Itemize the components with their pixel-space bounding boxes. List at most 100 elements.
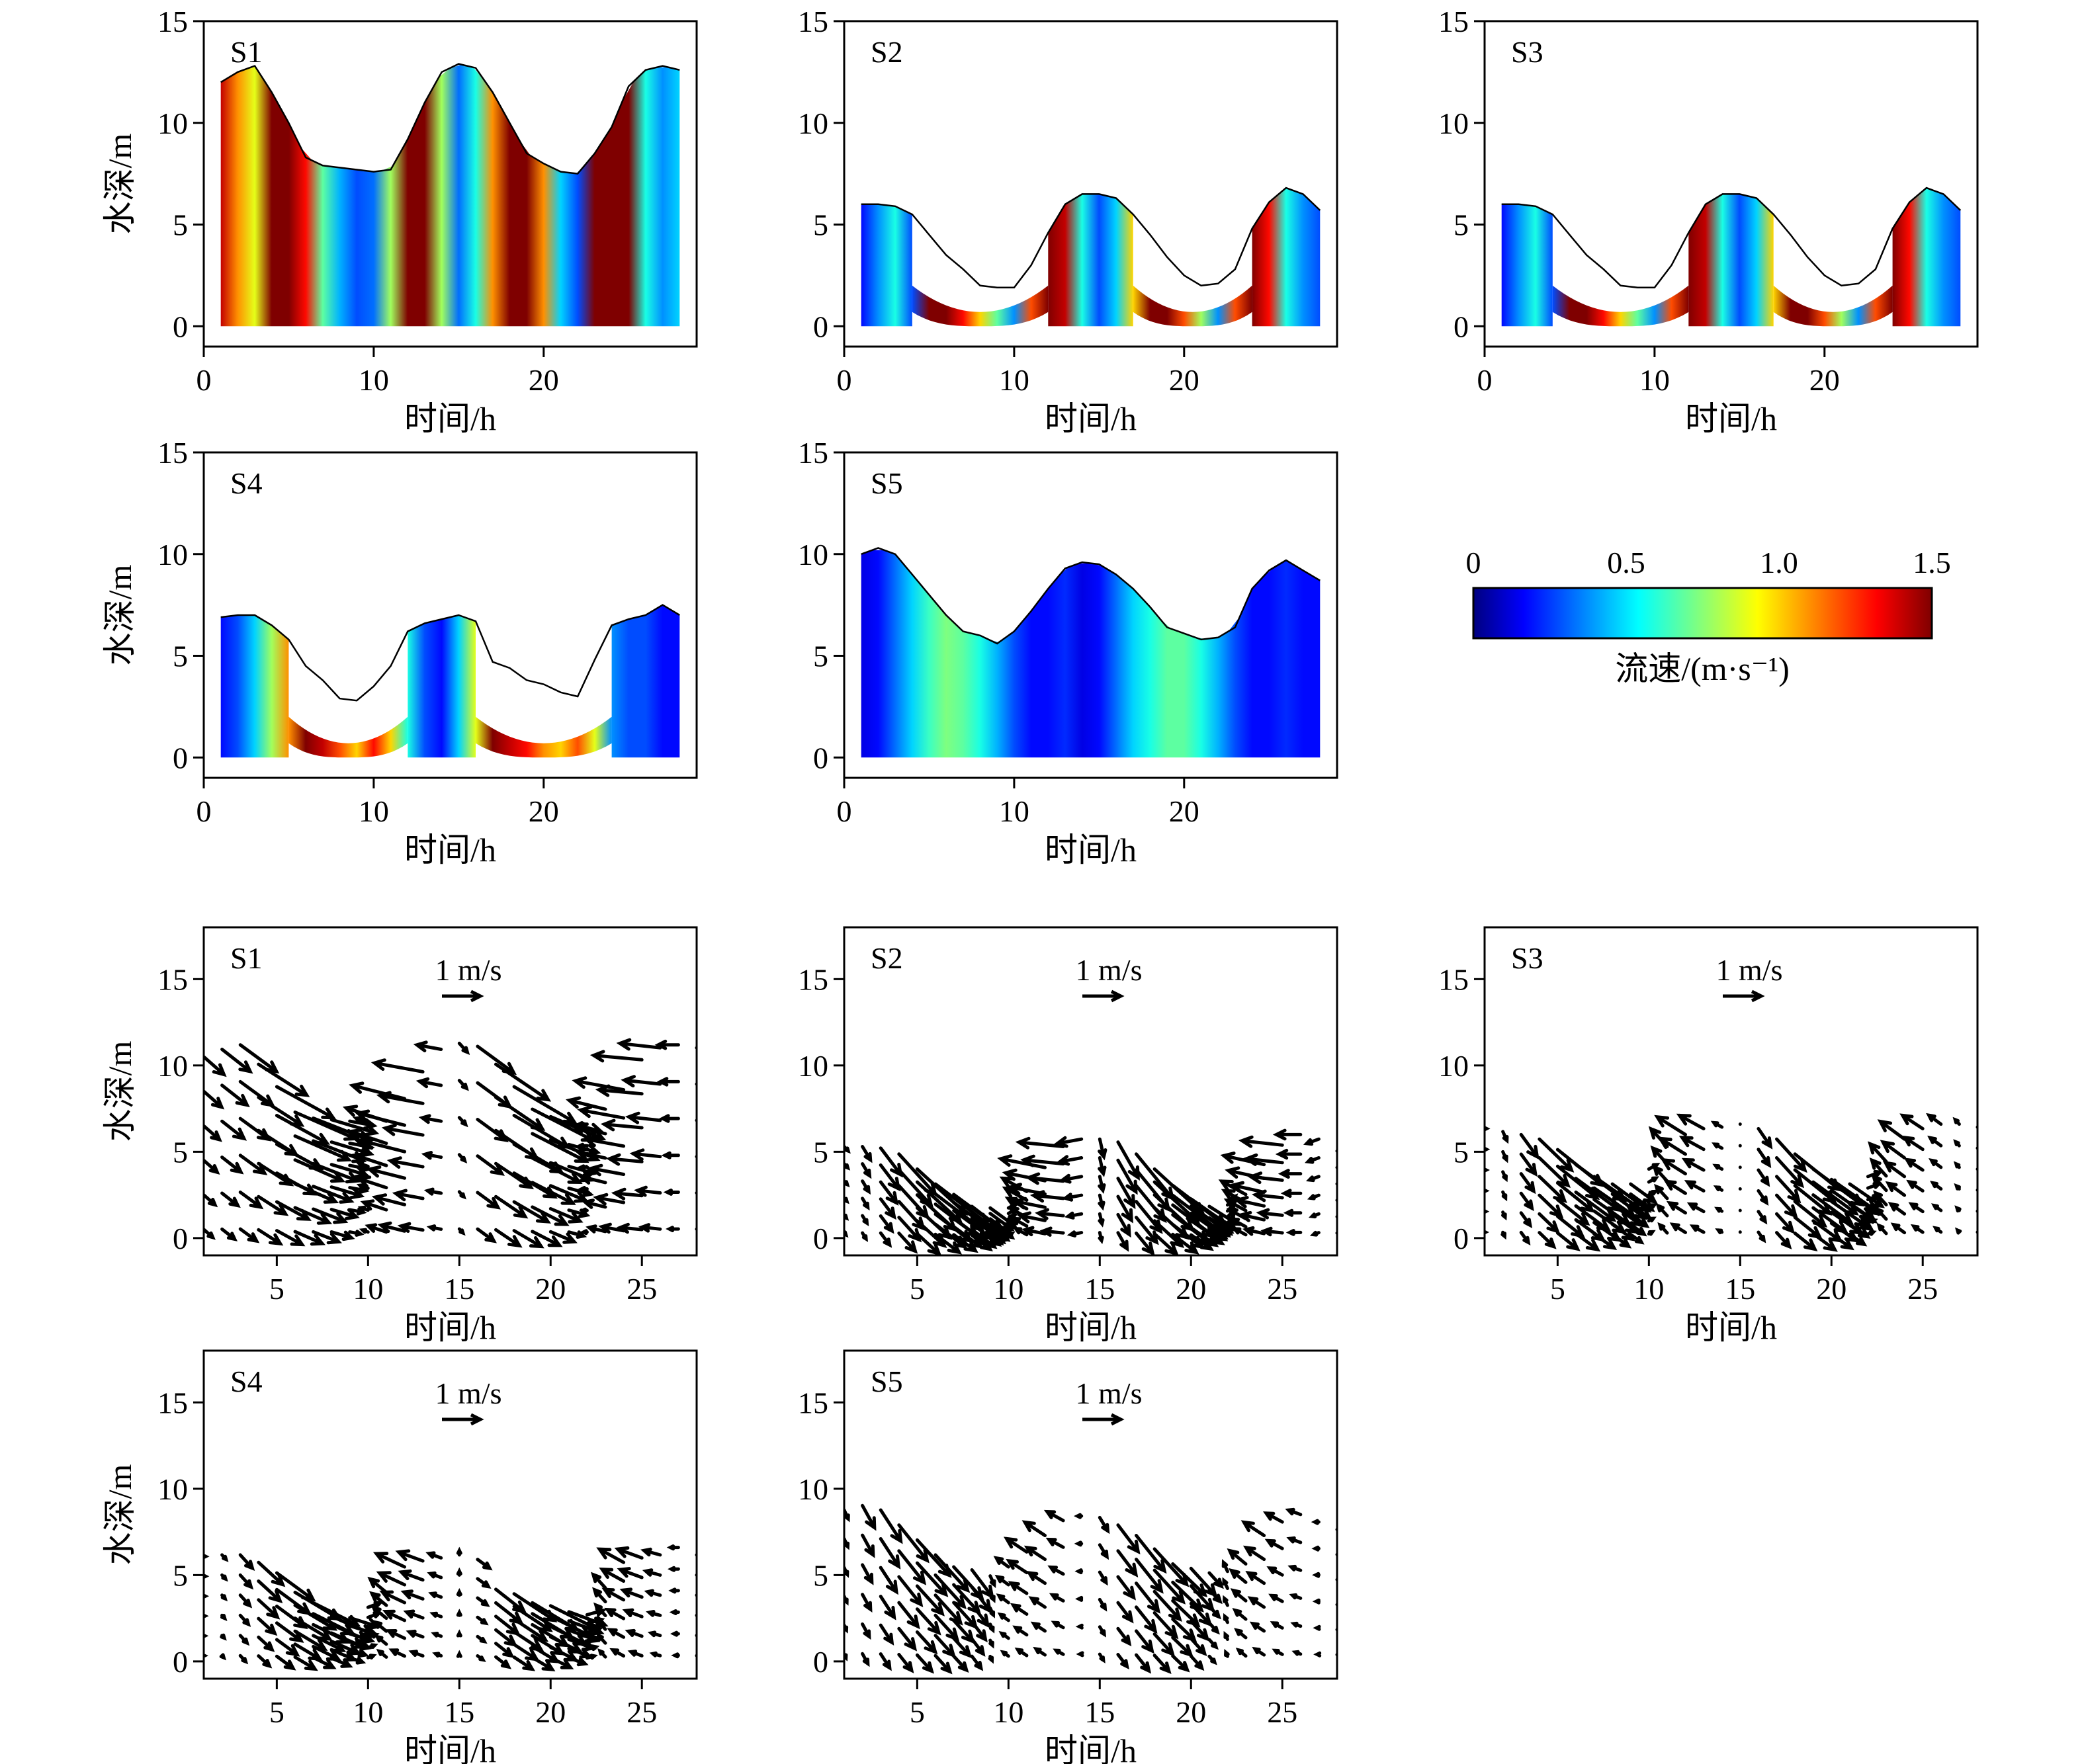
velocity-arrow — [457, 1227, 466, 1236]
velocity-arrow — [1629, 1182, 1658, 1204]
colorbar-tick-2: 1.0 — [1760, 546, 1798, 579]
plot-area — [220, 604, 680, 758]
y-tick-label: 10 — [157, 538, 188, 571]
velocity-arrow — [356, 1183, 370, 1190]
velocity-arrow — [1885, 1181, 1907, 1197]
velocity-arrow — [1061, 1193, 1084, 1202]
velocity-arrow — [1189, 1619, 1210, 1642]
x-tick-label: 10 — [1639, 363, 1670, 397]
velocity-arrow — [238, 1227, 260, 1243]
x-axis-label: 时间/h — [1045, 1732, 1137, 1764]
x-tick-label: 20 — [535, 1272, 566, 1306]
y-tick-label: 15 — [798, 962, 828, 996]
velocity-arrow — [998, 1631, 1010, 1640]
velocity-arrow — [1074, 1540, 1084, 1547]
velocity-arrow — [1043, 1509, 1065, 1523]
velocity-arrow — [1207, 1654, 1217, 1665]
x-tick-label: 10 — [353, 1272, 383, 1306]
velocity-arrow — [668, 1566, 680, 1572]
colorbar-tick-1: 0.5 — [1607, 546, 1645, 579]
velocity-arrow — [531, 1181, 576, 1205]
velocity-arrow — [1654, 1114, 1687, 1136]
velocity-arrow — [634, 1185, 662, 1197]
y-tick-label: 10 — [157, 1049, 188, 1083]
x-tick-label: 5 — [910, 1272, 925, 1306]
velocity-arrow — [392, 1189, 425, 1202]
velocity-arrow — [220, 1048, 253, 1074]
velocity-arrow — [601, 1587, 626, 1602]
velocity-arrow — [1519, 1172, 1536, 1195]
velocity-arrow — [1555, 1214, 1586, 1239]
x-tick-label: 10 — [359, 794, 389, 828]
velocity-arrow — [457, 1153, 468, 1164]
velocity-arrow — [1927, 1135, 1943, 1148]
velocity-arrow — [1015, 1136, 1065, 1150]
velocity-arrow — [329, 1208, 360, 1220]
x-tick-label: 25 — [627, 1695, 657, 1729]
scale-arrow — [1082, 989, 1125, 1003]
velocity-arrow — [1775, 1231, 1792, 1249]
velocity-arrow — [1023, 1545, 1047, 1562]
velocity-arrow — [476, 1227, 498, 1243]
velocity-arrow — [456, 1650, 462, 1658]
y-tick-label: 0 — [173, 310, 188, 343]
velocity-arrow — [531, 1230, 563, 1247]
velocity-arrow — [861, 1162, 872, 1179]
colorbar-label: 流速/(m·s⁻¹) — [1615, 650, 1790, 687]
scale-label: 1 m/s — [1076, 1376, 1143, 1410]
velocity-arrow — [1501, 1150, 1508, 1163]
velocity-arrow — [915, 1232, 941, 1255]
velocity-arrow — [1829, 1232, 1854, 1251]
velocity-arrow — [1652, 1164, 1669, 1183]
velocity-arrow — [476, 1654, 486, 1662]
velocity-arrow — [548, 1656, 574, 1669]
velocity-arrow — [1247, 1596, 1266, 1609]
panel-label: S5 — [871, 1365, 903, 1398]
velocity-arrow — [599, 1568, 626, 1583]
velocity-arrow — [366, 1601, 384, 1609]
y-tick-label: 0 — [173, 741, 188, 775]
velocity-arrow — [640, 1547, 662, 1557]
velocity-arrow — [604, 1607, 626, 1620]
velocity-arrow — [512, 1656, 536, 1671]
velocity-arrow — [1116, 1575, 1137, 1601]
velocity-arrow — [1116, 1523, 1141, 1555]
velocity-arrow — [377, 1221, 406, 1234]
x-tick-label: 10 — [359, 363, 389, 397]
scale-label: 1 m/s — [435, 953, 502, 987]
velocity-arrow — [457, 1116, 468, 1128]
velocity-arrow — [695, 1082, 697, 1086]
x-axis-label: 时间/h — [404, 831, 496, 868]
y-tick-label: 15 — [157, 1386, 188, 1419]
velocity-arrow — [204, 1124, 222, 1142]
velocity-arrow — [1647, 1230, 1656, 1236]
velocity-arrow — [1207, 1638, 1219, 1650]
colorbar: 0 0.5 1.0 1.5 流速/(m·s⁻¹) — [1466, 546, 1951, 687]
velocity-arrow — [1757, 1189, 1769, 1206]
colorbar-gradient-bar — [1472, 587, 1933, 640]
x-axis-label: 时间/h — [1045, 400, 1137, 437]
velocity-arrow — [456, 1546, 462, 1557]
velocity-arrow — [1098, 1570, 1108, 1586]
velocity-arrow — [398, 1569, 425, 1582]
velocity-arrow — [1655, 1202, 1669, 1218]
velocity-arrow — [1684, 1180, 1706, 1193]
velocity-arrow — [476, 1044, 517, 1075]
velocity-arrow — [933, 1634, 956, 1658]
velocity-arrow — [952, 1654, 969, 1673]
velocity-arrow — [312, 1230, 343, 1245]
x-tick-label: 0 — [837, 794, 852, 828]
panel-S3-speed: S3 0 5 10 15 0 10 20 时间/h — [1438, 5, 1979, 437]
velocity-arrow — [1152, 1654, 1172, 1675]
velocity-arrow — [1152, 1632, 1176, 1657]
velocity-arrow — [426, 1224, 443, 1232]
velocity-arrow — [616, 1222, 644, 1234]
velocity-arrow — [1262, 1511, 1284, 1524]
velocity-arrow — [1663, 1179, 1687, 1195]
velocity-arrow — [366, 1654, 377, 1659]
velocity-arrow — [257, 1617, 278, 1636]
velocity-arrow — [370, 1058, 425, 1073]
plot-frame — [1483, 20, 1979, 348]
velocity-arrow — [381, 1123, 425, 1137]
velocity-arrow — [1811, 1232, 1838, 1252]
